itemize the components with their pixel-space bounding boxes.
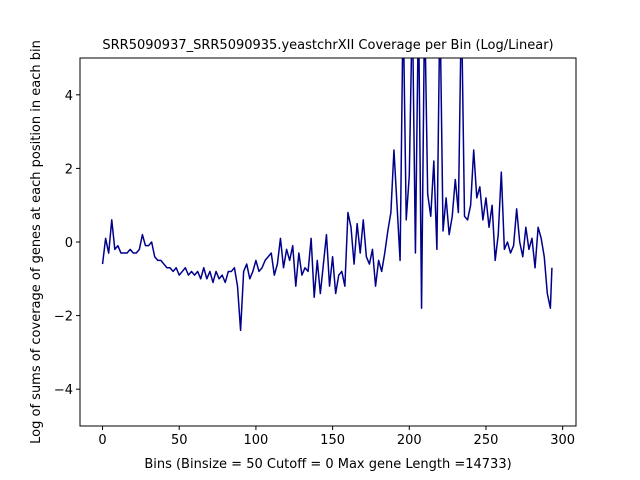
y-tick-label: −2: [54, 310, 73, 325]
x-tick-label: 250: [474, 433, 499, 448]
x-tick-label: 50: [171, 433, 188, 448]
x-axis-label: Bins (Binsize = 50 Cutoff = 0 Max gene L…: [144, 457, 511, 472]
plot-area: [101, 58, 553, 332]
data-line: [101, 58, 553, 332]
y-tick-label: 2: [65, 162, 73, 177]
x-tick-label: 100: [244, 433, 269, 448]
y-tick-label: 0: [65, 236, 73, 251]
plot-frame: [79, 57, 577, 427]
chart-title: SRR5090937_SRR5090935.yeastchrXII Covera…: [102, 38, 553, 53]
ticks: 0 50 100 150 200 250 300 −4 −2 0 2 4: [54, 89, 575, 448]
y-tick-label: −4: [54, 383, 73, 398]
x-tick-label: 200: [397, 433, 422, 448]
y-axis-label: Log of sums of coverage of genes at each…: [29, 40, 44, 444]
x-tick-label: 300: [550, 433, 575, 448]
y-tick-label: 4: [65, 89, 73, 104]
x-tick-label: 150: [320, 433, 345, 448]
x-tick-label: 0: [98, 433, 106, 448]
